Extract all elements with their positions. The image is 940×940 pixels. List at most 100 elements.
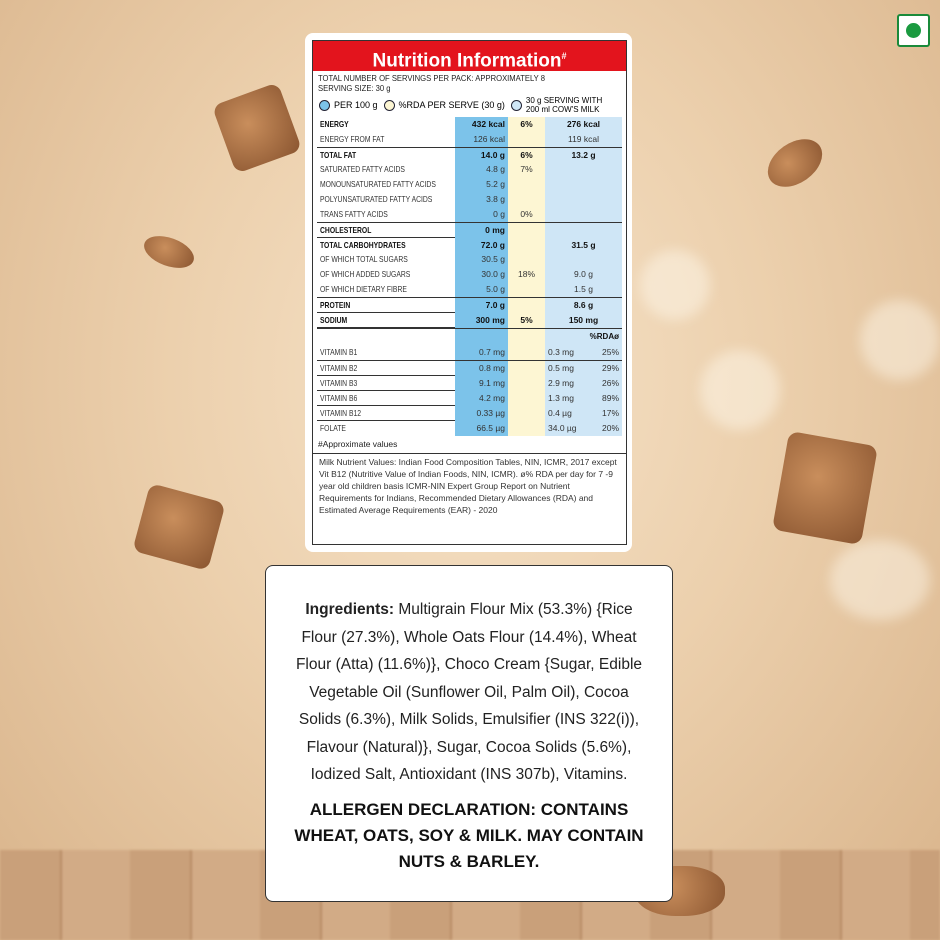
per100-value: 72.0 g bbox=[455, 238, 508, 253]
servings: TOTAL NUMBER OF SERVINGS PER PACK: APPRO… bbox=[318, 73, 546, 83]
per100-value: 0.7 mg bbox=[455, 345, 508, 360]
cereal-piece-image bbox=[772, 430, 878, 546]
milk-value: 150 mg bbox=[545, 313, 622, 328]
rda-value bbox=[508, 177, 545, 192]
milk-value: 276 kcal bbox=[545, 117, 622, 132]
rda-value: 26% bbox=[601, 378, 619, 388]
per100-value: 30.0 g bbox=[455, 267, 508, 282]
milk-value bbox=[545, 252, 622, 267]
nutrient-name: OF WHICH TOTAL SUGARS bbox=[320, 254, 408, 264]
legend-milk: 30 g SERVING WITH 200 ml COW'S MILK bbox=[525, 95, 603, 115]
milk-value: 8.6 g bbox=[545, 298, 622, 313]
per100-value: 9.1 mg bbox=[455, 376, 508, 391]
legend: PER 100 g %RDA PER SERVE (30 g) 30 g SER… bbox=[313, 93, 626, 117]
cereal-piece-image bbox=[211, 82, 303, 174]
per100-value: 30.5 g bbox=[455, 252, 508, 267]
per100-value: 5.0 g bbox=[455, 282, 508, 297]
table-row: VITAMIN B6 4.2 mg 1.3 mg 89% bbox=[317, 390, 622, 406]
bokeh bbox=[860, 300, 940, 380]
rda-value: 6% bbox=[508, 117, 545, 132]
nutrient-name: TOTAL FAT bbox=[320, 150, 357, 160]
nutrition-title: Nutrition Information# bbox=[313, 41, 626, 71]
table-row: SODIUM 300 mg 5% 150 mg bbox=[317, 312, 622, 328]
table-row: OF WHICH TOTAL SUGARS 30.5 g bbox=[317, 252, 622, 267]
bokeh bbox=[700, 350, 780, 430]
table-row: TOTAL CARBOHYDRATES 72.0 g 31.5 g bbox=[317, 237, 622, 253]
table-row: CHOLESTEROL 0 mg bbox=[317, 222, 622, 238]
milk-value: 1.5 g bbox=[545, 282, 622, 297]
per100-value: 432 kcal bbox=[455, 117, 508, 132]
nutrient-name: CHOLESTEROL bbox=[320, 225, 372, 235]
vitamin-header: %RDAø bbox=[317, 327, 622, 345]
table-row: FOLATE 66.5 µg 34.0 µg 20% bbox=[317, 420, 622, 436]
milk-value: 2.9 mg bbox=[548, 378, 574, 388]
cereal-piece-image bbox=[139, 229, 199, 275]
nutrient-name: ENERGY FROM FAT bbox=[320, 134, 385, 144]
table-row: OF WHICH DIETARY FIBRE 5.0 g 1.5 g bbox=[317, 282, 622, 297]
milk-dot-icon bbox=[510, 99, 522, 111]
milk-value: 34.0 µg bbox=[548, 423, 577, 433]
milk-value: 0.4 µg bbox=[548, 408, 572, 418]
vitamin-name: VITAMIN B1 bbox=[320, 347, 358, 357]
nutrition-table: ENERGY 432 kcal 6% 276 kcal ENERGY FROM FAT 1… bbox=[317, 117, 622, 436]
per100-value: 7.0 g bbox=[455, 298, 508, 313]
milk-value: 119 kcal bbox=[545, 132, 622, 147]
nutrient-name: PROTEIN bbox=[320, 300, 351, 310]
rda-value: 6% bbox=[508, 148, 545, 163]
rda-value bbox=[508, 132, 545, 147]
footnote: Milk Nutrient Values: Indian Food Compos… bbox=[313, 453, 626, 520]
table-row: ENERGY 432 kcal 6% 276 kcal bbox=[317, 117, 622, 132]
milk-value bbox=[545, 177, 622, 192]
rda-value: 18% bbox=[508, 267, 545, 282]
rda-value: 17% bbox=[601, 408, 619, 418]
per100-value: 0.33 µg bbox=[455, 406, 508, 421]
rda-value bbox=[508, 192, 545, 207]
per100-dot-icon bbox=[319, 99, 330, 111]
milk-value bbox=[545, 162, 622, 177]
ingredients-text: Ingredients: Multigrain Flour Mix (53.3%… bbox=[295, 601, 643, 783]
nutrient-name: TRANS FATTY ACIDS bbox=[320, 209, 388, 219]
table-row: VITAMIN B12 0.33 µg 0.4 µg 17% bbox=[317, 405, 622, 421]
cereal-piece-image bbox=[758, 129, 832, 197]
bokeh bbox=[640, 250, 710, 320]
milk-value: 31.5 g bbox=[545, 238, 622, 253]
table-row: ENERGY FROM FAT 126 kcal 119 kcal bbox=[317, 132, 622, 147]
rda-value: 20% bbox=[601, 423, 619, 433]
cereal-piece-image bbox=[132, 483, 226, 571]
table-row: VITAMIN B2 0.8 mg 0.5 mg 29% bbox=[317, 360, 622, 376]
rda-value bbox=[508, 298, 545, 313]
nutrient-name: MONOUNSATURATED FATTY ACIDS bbox=[320, 179, 436, 189]
table-row: PROTEIN 7.0 g 8.6 g bbox=[317, 297, 622, 313]
rda-value bbox=[508, 238, 545, 253]
per100-value: 0 mg bbox=[455, 223, 508, 238]
vitamin-name: VITAMIN B12 bbox=[320, 408, 362, 418]
nutrient-name: SODIUM bbox=[320, 315, 348, 325]
rda-header: %RDAø bbox=[545, 329, 622, 345]
nutrient-name: SATURATED FATTY ACIDS bbox=[320, 164, 405, 174]
allergen-declaration: ALLERGEN DECLARATION: CONTAINS WHEAT, OA… bbox=[294, 799, 644, 871]
milk-value bbox=[545, 207, 622, 222]
milk-value: 1.3 mg bbox=[548, 393, 574, 403]
legend-rda: %RDA PER SERVE (30 g) bbox=[398, 100, 505, 110]
per100-value: 300 mg bbox=[455, 313, 508, 328]
nutrient-name: OF WHICH ADDED SUGARS bbox=[320, 269, 411, 279]
rda-value: 7% bbox=[508, 162, 545, 177]
rda-value bbox=[508, 282, 545, 297]
milk-value: 0.3 mg bbox=[548, 347, 574, 357]
table-row: TRANS FATTY ACIDS 0 g 0% bbox=[317, 207, 622, 222]
vitamin-name: VITAMIN B6 bbox=[320, 393, 358, 403]
nutrition-card: Nutrition Information# TOTAL NUMBER OF S… bbox=[305, 33, 632, 552]
rda-value: 89% bbox=[601, 393, 619, 403]
serving-size: SERVING SIZE: 30 g bbox=[318, 82, 391, 93]
per100-value: 66.5 µg bbox=[455, 421, 508, 436]
rda-value bbox=[508, 223, 545, 238]
per100-value: 4.2 mg bbox=[455, 391, 508, 406]
milk-value: 13.2 g bbox=[545, 148, 622, 163]
vitamin-name: VITAMIN B3 bbox=[320, 378, 358, 388]
rda-dot-icon bbox=[383, 99, 395, 111]
per100-value: 4.8 g bbox=[455, 162, 508, 177]
per100-value: 14.0 g bbox=[455, 148, 508, 163]
rda-value: 5% bbox=[508, 313, 545, 328]
vitamin-name: FOLATE bbox=[320, 423, 346, 433]
bokeh bbox=[830, 540, 930, 620]
